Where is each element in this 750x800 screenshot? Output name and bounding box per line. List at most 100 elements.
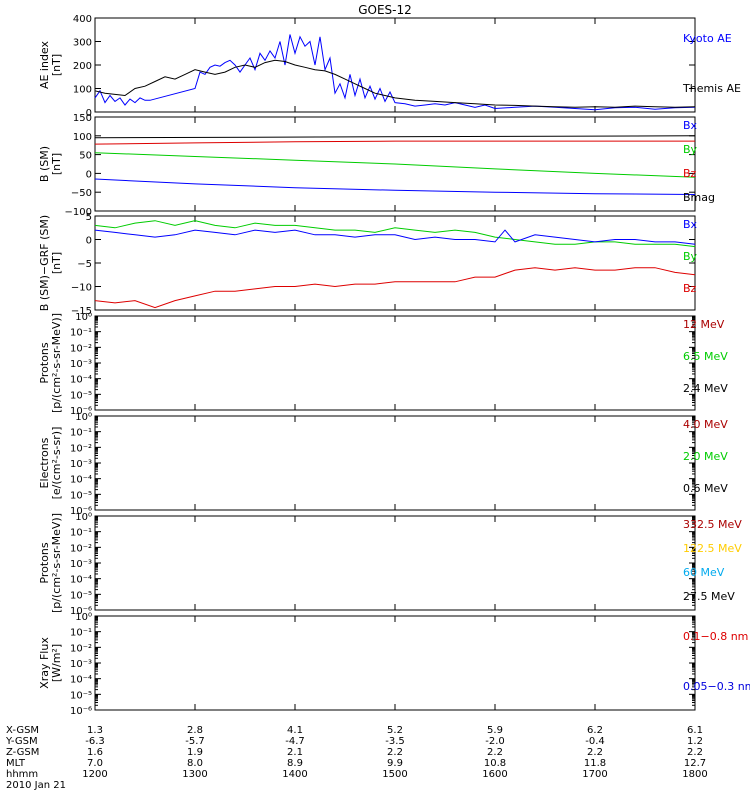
legend-entry: Bz bbox=[683, 282, 697, 295]
y-tick-label: 10⁻¹ bbox=[70, 628, 92, 639]
y-tick-label: 10⁻⁵ bbox=[70, 690, 92, 701]
legend-entry: Bz bbox=[683, 167, 697, 180]
y-tick-label: 10⁻⁴ bbox=[70, 375, 92, 386]
footer-value: 1300 bbox=[182, 769, 207, 780]
footer-value: 12.7 bbox=[684, 758, 706, 769]
panel-electrons: 10⁻⁶ 10⁻⁵ 10⁻⁴ 10⁻³ 10⁻² 10⁻¹ 10⁰ Electrons [e/(… bbox=[38, 412, 728, 517]
footer-value: -3.5 bbox=[385, 736, 405, 747]
footer-value: 2.2 bbox=[487, 747, 503, 758]
footer-value: 1.2 bbox=[687, 736, 703, 747]
legend-entry: 4.0 MeV bbox=[683, 418, 728, 431]
legend-entry: 12 MeV bbox=[683, 318, 725, 331]
series-line-by bbox=[94, 220, 696, 248]
legend-entry: 332.5 MeV bbox=[683, 518, 742, 531]
legend-entry: 2.0 MeV bbox=[683, 450, 728, 463]
footer-value: 2.8 bbox=[187, 725, 203, 736]
chart-title: GOES-12 bbox=[358, 3, 412, 17]
footer-value: -2.0 bbox=[485, 736, 505, 747]
y-tick-label: −15 bbox=[71, 306, 92, 317]
legend-entry: 0.1−0.8 nm bbox=[683, 630, 748, 643]
y-axis-label: [nT] bbox=[50, 54, 63, 76]
series-line-bx bbox=[94, 178, 696, 195]
y-tick-label: 10⁰ bbox=[75, 612, 92, 623]
footer-value: 11.8 bbox=[584, 758, 606, 769]
y-tick-label: 10⁻² bbox=[70, 543, 92, 554]
footer-value: 1.6 bbox=[87, 747, 103, 758]
y-tick-label: 10⁻⁴ bbox=[70, 675, 92, 686]
y-tick-label: 100 bbox=[73, 85, 92, 96]
footer-value: 2.2 bbox=[687, 747, 703, 758]
footer-value: 1200 bbox=[82, 769, 107, 780]
footer-value: 1.3 bbox=[87, 725, 103, 736]
panel-frame bbox=[94, 315, 696, 411]
panel-frame bbox=[94, 515, 696, 611]
y-tick-label: 10⁻¹ bbox=[70, 328, 92, 339]
y-axis-label: [W/m²] bbox=[50, 644, 63, 682]
y-axis-label: [nT] bbox=[50, 252, 63, 274]
footer-value: 1500 bbox=[382, 769, 407, 780]
y-axis-label: Protons bbox=[38, 542, 51, 583]
y-tick-label: 0 bbox=[86, 108, 92, 119]
footer-value: 6.2 bbox=[587, 725, 603, 736]
series-line-bx bbox=[94, 229, 696, 245]
footer-value: 2.2 bbox=[587, 747, 603, 758]
legend-entry: 122.5 MeV bbox=[683, 542, 742, 555]
footer-row-label: Y-GSM bbox=[5, 736, 38, 747]
panel-frame bbox=[94, 615, 696, 711]
footer-value: 2.1 bbox=[287, 747, 303, 758]
y-tick-label: 150 bbox=[73, 113, 92, 124]
y-axis-label: [nT] bbox=[50, 153, 63, 175]
footer-value: 8.0 bbox=[187, 758, 203, 769]
footer-row-label: Z-GSM bbox=[6, 747, 39, 758]
panel-ae: 0 100 200 300 400 AE index [nT] Kyoto AE Themis … bbox=[38, 14, 741, 119]
y-tick-label: 10⁻³ bbox=[70, 459, 92, 470]
panel-xray: 10⁻⁶ 10⁻⁵ 10⁻⁴ 10⁻³ 10⁻² 10⁻¹ 10⁰ Xray Flux [W/m… bbox=[38, 612, 750, 717]
footer-value: 5.9 bbox=[487, 725, 503, 736]
y-tick-label: 10⁰ bbox=[75, 312, 92, 323]
footer-value: -5.7 bbox=[185, 736, 205, 747]
panel-protons1: 10⁻⁶ 10⁻⁵ 10⁻⁴ 10⁻³ 10⁻² 10⁻¹ 10⁰ Protons [p/(cm… bbox=[38, 312, 728, 417]
y-axis-label: AE index bbox=[38, 40, 51, 89]
legend-entry: Bmag bbox=[683, 191, 715, 204]
legend-entry: 60 MeV bbox=[683, 566, 725, 579]
y-tick-label: 100 bbox=[73, 132, 92, 143]
y-axis-label: B (SM) bbox=[38, 146, 51, 182]
footer-value: 1800 bbox=[682, 769, 707, 780]
y-axis-label: [p/(cm²-s-sr-MeV)] bbox=[50, 313, 63, 413]
y-tick-label: 10⁻⁶ bbox=[70, 606, 92, 617]
legend-entry: Bx bbox=[683, 218, 698, 231]
footer-value: 1.9 bbox=[187, 747, 203, 758]
legend-entry: 27.5 MeV bbox=[683, 590, 735, 603]
legend-entry: Bx bbox=[683, 119, 698, 132]
footer-value: 6.1 bbox=[687, 725, 703, 736]
footer-row-label: hhmm bbox=[6, 769, 38, 780]
y-tick-label: 10⁻² bbox=[70, 343, 92, 354]
footer-value: 8.9 bbox=[287, 758, 303, 769]
footer-value: 5.2 bbox=[387, 725, 403, 736]
legend-entry: 0.05−0.3 nm bbox=[683, 680, 750, 693]
series-line-themis-ae bbox=[94, 59, 696, 108]
y-tick-label: 10⁻¹ bbox=[70, 428, 92, 439]
footer-row-label: X-GSM bbox=[6, 725, 39, 736]
y-tick-label: 0 bbox=[86, 236, 92, 247]
y-tick-label: −100 bbox=[65, 207, 92, 218]
footer-value: -6.3 bbox=[85, 736, 105, 747]
panel-frame bbox=[94, 415, 696, 511]
y-axis-label: [e/(cm²-s-sr)] bbox=[50, 427, 63, 500]
panel-bdiff: −15 −10 −5 0 5 B (SM)−GRF (SM) [nT] Bx By Bz bbox=[38, 212, 698, 317]
y-tick-label: 50 bbox=[79, 151, 92, 162]
y-tick-label: 0 bbox=[86, 169, 92, 180]
legend-entry: By bbox=[683, 250, 698, 263]
y-tick-label: 10⁻⁵ bbox=[70, 490, 92, 501]
y-tick-label: 5 bbox=[86, 212, 92, 223]
y-tick-label: 10⁻³ bbox=[70, 659, 92, 670]
y-axis-label: B (SM)−GRF (SM) bbox=[38, 215, 51, 311]
y-axis-label: [p/(cm²-s-sr-MeV)] bbox=[50, 513, 63, 613]
series-line-bz bbox=[94, 267, 696, 309]
footer-ephemeris: X-GSM 1.3 2.8 4.1 5.2 5.9 6.2 6.1 Y-GSM -6.3 -5.7 -… bbox=[5, 725, 708, 791]
footer-value: 2.2 bbox=[387, 747, 403, 758]
legend-entry: 0.6 MeV bbox=[683, 482, 728, 495]
footer-row-label: MLT bbox=[6, 758, 26, 769]
series-line-bmag bbox=[94, 135, 696, 139]
